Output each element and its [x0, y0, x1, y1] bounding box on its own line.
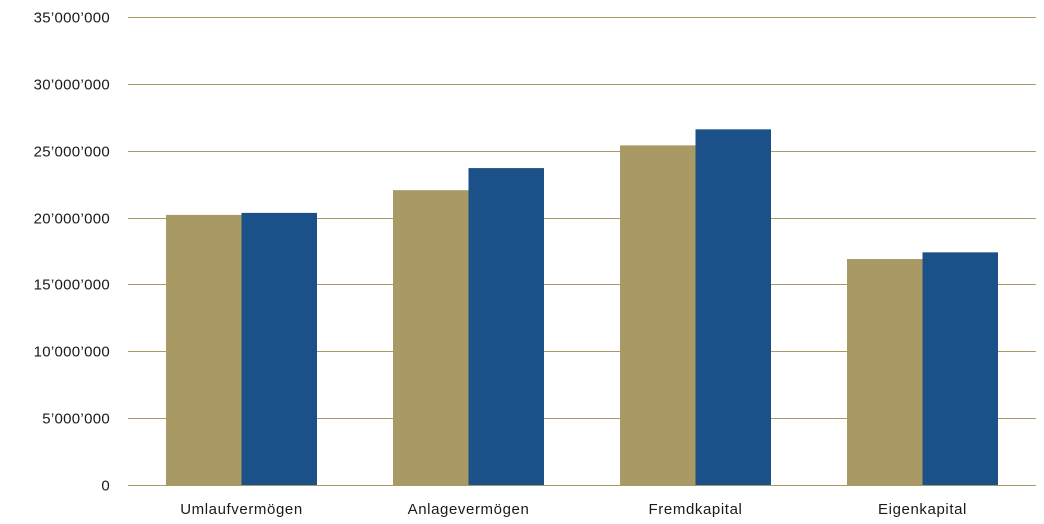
bar-series-1-anlagevermögen — [393, 190, 469, 485]
x-category-label: Umlaufvermögen — [180, 501, 303, 518]
bar-series-2-anlagevermögen — [468, 168, 544, 485]
bar-series-1-fremdkapital — [620, 145, 696, 485]
y-tick-label: 35’000’000 — [34, 10, 110, 27]
y-tick-label: 10’000’000 — [34, 344, 110, 361]
x-axis-labels: Umlaufvermögen Anlagevermögen Fremdkapital… — [180, 501, 967, 518]
y-tick-label: 5’000’000 — [42, 411, 110, 428]
bars — [166, 129, 998, 486]
bar-series-2-fremdkapital — [695, 129, 771, 485]
y-axis-ticks: 0 5’000’000 10’000’000 15’000’000 20’000’000… — [34, 10, 110, 495]
bar-series-1-umlaufvermögen — [166, 214, 242, 485]
x-category-label: Anlagevermögen — [408, 501, 530, 518]
x-category-label: Eigenkapital — [878, 501, 967, 518]
bar-series-1-eigenkapital — [847, 259, 923, 485]
y-tick-label: 20’000’000 — [34, 211, 110, 228]
y-tick-label: 25’000’000 — [34, 144, 110, 161]
y-tick-label: 0 — [101, 478, 110, 495]
x-category-label: Fremdkapital — [649, 501, 743, 518]
bar-series-2-umlaufvermögen — [241, 212, 317, 486]
y-tick-label: 15’000’000 — [34, 277, 110, 294]
bar-series-2-eigenkapital — [922, 252, 998, 485]
y-tick-label: 30’000’000 — [34, 77, 110, 94]
